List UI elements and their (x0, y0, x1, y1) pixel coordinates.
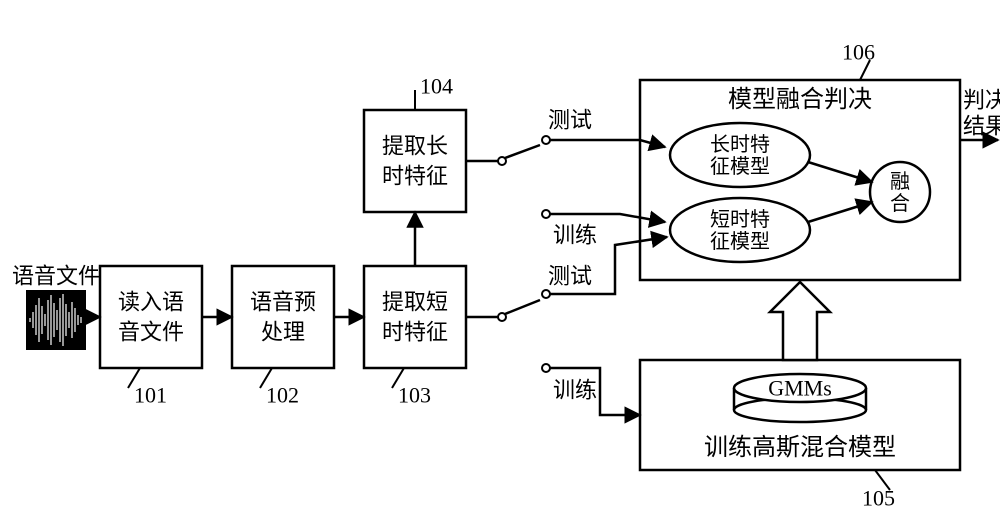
ellipse2-l2: 征模型 (710, 230, 770, 253)
edge-ell2-to-fuse (808, 202, 872, 222)
box-103: 提取短 时特征 103 (364, 266, 466, 408)
box-102-num: 102 (266, 383, 299, 408)
ellipse2-l1: 短时特 (710, 208, 770, 231)
edge-104test-ell1 (580, 140, 665, 147)
box-103-num: 103 (398, 383, 431, 408)
big-arrow-105-106 (770, 282, 830, 360)
box-103-line1: 提取短 (382, 290, 448, 315)
audio-file-icon: 语音文件 (12, 264, 100, 351)
diagram-canvas: 语音文件 读入语 音文件 101 语音预 处理 102 提取短 时特征 103 … (0, 0, 1000, 527)
box-102-line2: 处理 (261, 320, 305, 345)
box-105-title: 训练高斯混合模型 (704, 434, 896, 461)
fuse-l2: 合 (890, 192, 910, 215)
edge-104train-ell2 (580, 214, 665, 222)
box-104-line2: 时特征 (382, 164, 448, 189)
switch104-train-label: 训练 (553, 223, 597, 248)
box-102: 语音预 处理 102 (232, 266, 334, 408)
gmms-label: GMMs (768, 376, 832, 401)
edge-ell1-to-fuse (808, 162, 872, 182)
box-101-line1: 读入语 (118, 290, 184, 315)
output-l2: 结果 (963, 114, 1000, 139)
box-106-num: 106 (842, 40, 875, 65)
box-101-line2: 音文件 (118, 320, 184, 345)
box-104: 提取长 时特征 104 (364, 74, 466, 213)
box-103-line2: 时特征 (382, 320, 448, 345)
fuse-l1: 融 (890, 170, 910, 193)
audio-file-label: 语音文件 (12, 264, 100, 289)
box-106-title: 模型融合判决 (728, 86, 872, 113)
box-105-num: 105 (862, 486, 895, 511)
ellipse1-l2: 征模型 (710, 155, 770, 178)
box-101-num: 101 (134, 383, 167, 408)
box-104-line1: 提取长 (382, 134, 448, 159)
switch-104: 测试 训练 (466, 108, 597, 248)
switch-103: 测试 训练 (466, 264, 597, 403)
box-102-line1: 语音预 (250, 290, 316, 315)
switch103-train-label: 训练 (553, 378, 597, 403)
ellipse1-l1: 长时特 (710, 133, 770, 156)
box-101: 读入语 音文件 101 (100, 266, 202, 408)
box-106: 模型融合判决 长时特 征模型 短时特 征模型 融 合 106 (640, 40, 960, 281)
gmms-cylinder-icon: GMMs (734, 374, 866, 422)
output-l1: 判决 (963, 88, 1000, 113)
box-104-num: 104 (420, 74, 453, 99)
box-105: GMMs 训练高斯混合模型 105 (640, 360, 960, 511)
switch104-test-label: 测试 (548, 108, 592, 133)
switch103-test-label: 测试 (548, 264, 592, 289)
